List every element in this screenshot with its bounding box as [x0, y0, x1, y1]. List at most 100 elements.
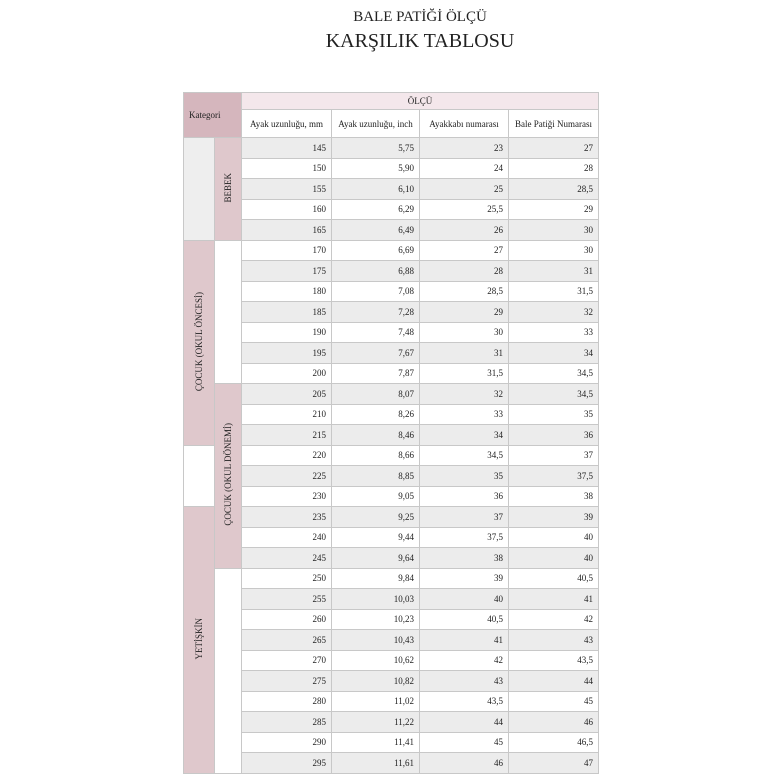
table-row: ÇOCUK (OKUL DÖNEMİ) 205 8,07 32 34,5 — [184, 383, 599, 569]
cell-ballet-size: 29 — [508, 198, 599, 220]
cell-ballet-size: 40 — [508, 547, 599, 569]
cell-ballet-size: 34,5 — [508, 383, 599, 405]
cell-foot-mm: 295 — [241, 752, 332, 774]
category-inner-cell: ÇOCUK (OKUL DÖNEMİ) — [214, 383, 242, 569]
cell-shoe-size: 30 — [419, 321, 509, 343]
category-label: YETİŞKİN — [194, 618, 204, 660]
cell-ballet-size: 40 — [508, 526, 599, 548]
cell-foot-inch: 6,49 — [331, 219, 420, 241]
cell-foot-mm: 185 — [241, 301, 332, 323]
cell-foot-mm: 190 — [241, 321, 332, 343]
cell-shoe-size: 37,5 — [419, 526, 509, 548]
cell-shoe-size: 26 — [419, 219, 509, 241]
cell-foot-mm: 240 — [241, 526, 332, 548]
category-inner-cell: BEBEK — [214, 137, 242, 241]
cell-foot-inch: 6,69 — [331, 239, 420, 261]
table-row: 195 7,67 31 34 — [184, 342, 599, 364]
table-row: 190 7,48 30 33 — [184, 321, 599, 343]
cell-ballet-size: 41 — [508, 588, 599, 610]
cell-foot-inch: 8,66 — [331, 444, 420, 466]
category-outer-cell: ÇOCUK (OKUL ÖNCESİ) — [183, 239, 215, 446]
cell-ballet-size: 45 — [508, 690, 599, 712]
cell-shoe-size: 25 — [419, 178, 509, 200]
cell-shoe-size: 35 — [419, 465, 509, 487]
cell-ballet-size: 30 — [508, 219, 599, 241]
cell-shoe-size: 46 — [419, 752, 509, 774]
category-outer-cell — [183, 444, 215, 507]
title-line-1: BALE PATİĞİ ÖLÇÜ — [353, 9, 487, 25]
cell-foot-inch: 10,43 — [331, 629, 420, 651]
cell-shoe-size: 23 — [419, 137, 509, 159]
cell-shoe-size: 33 — [419, 403, 509, 425]
cell-ballet-size: 35 — [508, 403, 599, 425]
cell-shoe-size: 25,5 — [419, 198, 509, 220]
cell-foot-mm: 215 — [241, 424, 332, 446]
cell-foot-inch: 7,28 — [331, 301, 420, 323]
cell-shoe-size: 37 — [419, 506, 509, 528]
size-chart-table: Kategori ÖLÇÜ Ayak uzunluğu, mm Ayak uzu… — [183, 92, 599, 774]
cell-shoe-size: 41 — [419, 629, 509, 651]
table-row: 210 8,26 33 35 — [184, 403, 599, 425]
cell-foot-mm: 290 — [241, 731, 332, 753]
cell-shoe-size: 44 — [419, 711, 509, 733]
cell-ballet-size: 32 — [508, 301, 599, 323]
cell-foot-mm: 210 — [241, 403, 332, 425]
cell-foot-mm: 270 — [241, 649, 332, 671]
table-row: 250 9,84 39 40,5 — [184, 567, 599, 774]
cell-foot-mm: 235 — [241, 506, 332, 528]
cell-shoe-size: 42 — [419, 649, 509, 671]
table-row: 185 7,28 29 32 — [184, 301, 599, 323]
table-row: 225 8,85 35 37,5 — [184, 465, 599, 487]
category-label: ÇOCUK (OKUL ÖNCESİ) — [194, 291, 204, 392]
cell-foot-inch: 7,87 — [331, 362, 420, 384]
cell-foot-inch: 9,25 — [331, 506, 420, 528]
cell-shoe-size: 27 — [419, 239, 509, 261]
cell-ballet-size: 37 — [508, 444, 599, 466]
cell-foot-inch: 8,85 — [331, 465, 420, 487]
cell-shoe-size: 29 — [419, 301, 509, 323]
cell-shoe-size: 31,5 — [419, 362, 509, 384]
cell-foot-mm: 285 — [241, 711, 332, 733]
cell-foot-inch: 7,48 — [331, 321, 420, 343]
cell-foot-mm: 165 — [241, 219, 332, 241]
table-row: 295 11,61 46 47 — [184, 752, 599, 774]
cell-foot-inch: 10,23 — [331, 608, 420, 630]
category-outer-cell: YETİŞKİN — [183, 506, 215, 774]
cell-foot-mm: 275 — [241, 670, 332, 692]
cell-ballet-size: 36 — [508, 424, 599, 446]
cell-foot-inch: 5,75 — [331, 137, 420, 159]
table-row: 155 6,10 25 28,5 — [184, 178, 599, 200]
cell-shoe-size: 28,5 — [419, 280, 509, 302]
cell-foot-mm: 170 — [241, 239, 332, 261]
table-row: 285 11,22 44 46 — [184, 711, 599, 733]
table-row: 270 10,62 42 43,5 — [184, 649, 599, 671]
cell-ballet-size: 28,5 — [508, 178, 599, 200]
table-row: ÇOCUK (OKUL ÖNCESİ) 170 6,69 27 30 — [183, 239, 599, 446]
cell-foot-mm: 160 — [241, 198, 332, 220]
cell-ballet-size: 42 — [508, 608, 599, 630]
cell-ballet-size: 37,5 — [508, 465, 599, 487]
cell-shoe-size: 34,5 — [419, 444, 509, 466]
cell-foot-inch: 7,08 — [331, 280, 420, 302]
category-label: BEBEK — [223, 172, 233, 203]
cell-ballet-size: 28 — [508, 157, 599, 179]
cell-ballet-size: 31,5 — [508, 280, 599, 302]
table-row: 180 7,08 28,5 31,5 — [184, 280, 599, 302]
cell-foot-mm: 250 — [241, 567, 332, 589]
cell-foot-inch: 11,02 — [331, 690, 420, 712]
cell-foot-mm: 245 — [241, 547, 332, 569]
table-row: 175 6,88 28 31 — [184, 260, 599, 282]
cell-ballet-size: 44 — [508, 670, 599, 692]
cell-foot-inch: 5,90 — [331, 157, 420, 179]
cell-foot-inch: 8,26 — [331, 403, 420, 425]
cell-foot-inch: 10,03 — [331, 588, 420, 610]
cell-foot-mm: 200 — [241, 362, 332, 384]
table-row: 165 6,49 26 30 — [184, 219, 599, 241]
table-row: 200 7,87 31,5 34,5 — [184, 362, 599, 384]
table-row: 260 10,23 40,5 42 — [184, 608, 599, 630]
table-row: 280 11,02 43,5 45 — [184, 690, 599, 712]
cell-shoe-size: 32 — [419, 383, 509, 405]
cell-foot-mm: 195 — [241, 342, 332, 364]
category-inner-cell — [214, 239, 242, 384]
cell-ballet-size: 46 — [508, 711, 599, 733]
